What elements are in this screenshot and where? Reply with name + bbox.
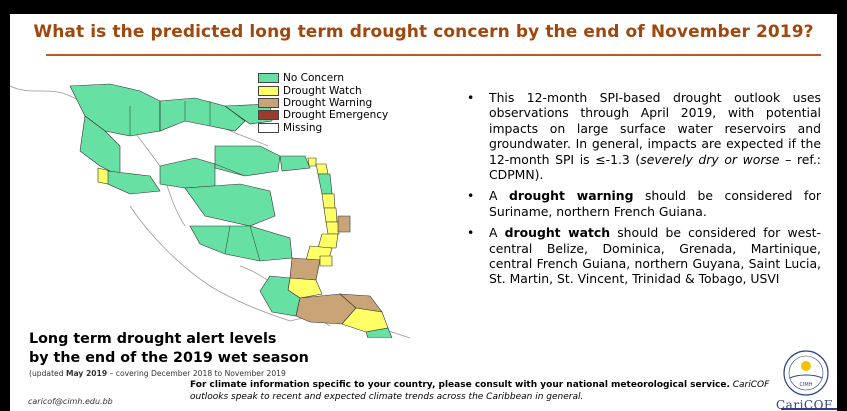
legend-label: Drought Watch: [283, 84, 362, 97]
region-pr: [279, 155, 311, 172]
legend-swatch: [258, 122, 279, 133]
region-st-martin: [315, 163, 329, 175]
region-central-carib: [184, 183, 276, 227]
region-martinique: [323, 207, 338, 223]
footer-disclaimer: For climate information specific to your…: [190, 380, 770, 402]
legend-swatch: [258, 110, 279, 121]
caption-line-2: by the end of the 2019 wet season: [29, 350, 309, 366]
region-trinidad: [289, 257, 321, 281]
region-tobago: [319, 255, 333, 267]
contact-email: caricof@cimh.edu.bb: [28, 397, 113, 406]
region-venezuela-coast: [189, 225, 293, 262]
legend-swatch: [258, 97, 279, 108]
region-fr-guiana-s: [365, 327, 393, 338]
region-usvi: [307, 157, 317, 167]
svg-text:CIMH: CIMH: [799, 382, 812, 388]
legend-label: No Concern: [283, 72, 345, 85]
map-legend: No Concern Drought Watch Drought Warning…: [258, 72, 388, 134]
legend-item-drought-watch: Drought Watch: [258, 84, 388, 97]
slide-title: What is the predicted long term drought …: [33, 22, 814, 42]
legend-label: Missing: [283, 121, 323, 134]
slide: What is the predicted long term drought …: [10, 14, 837, 411]
region-honduras: [107, 170, 161, 195]
legend-item-drought-emergency: Drought Emergency: [258, 109, 388, 121]
legend-swatch: [258, 73, 279, 84]
bullet-drought-warning: A drought warning should be considered f…: [465, 188, 821, 219]
title-divider: [46, 54, 821, 56]
bullet-spi-outlook: This 12-month SPI-based drought outlook …: [465, 90, 821, 182]
legend-item-missing: Missing: [258, 122, 388, 134]
region-st-vincent: [317, 233, 339, 249]
drought-map: [10, 83, 411, 338]
region-hispaniola: [214, 145, 281, 177]
outlook-bullets: This 12-month SPI-based drought outlook …: [465, 90, 821, 293]
region-barbados: [337, 215, 351, 233]
legend-label: Drought Warning: [283, 96, 373, 109]
legend-item-drought-warning: Drought Warning: [258, 97, 388, 109]
update-note: (updated May 2019 – covering December 20…: [29, 369, 286, 378]
region-leewards: [317, 173, 333, 195]
caption-line-1: Long term drought alert levels: [29, 331, 277, 347]
caricof-logo: CariCOF: [776, 398, 833, 411]
legend-item-no-concern: No Concern: [258, 72, 388, 84]
map-caption: Long term drought alert levels by the en…: [29, 330, 309, 368]
cimh-seal-icon: CIMH: [783, 350, 829, 396]
region-bahamas: [159, 97, 246, 132]
bullet-drought-watch: A drought watch should be considered for…: [465, 225, 821, 287]
region-cayman-jamaica: [159, 157, 216, 189]
legend-label: Drought Emergency: [283, 109, 389, 122]
region-dominica: [321, 193, 336, 209]
central-america-coast: [129, 205, 291, 322]
legend-swatch: [258, 85, 279, 96]
region-st-lucia: [325, 221, 340, 235]
logo-underline: [781, 408, 837, 410]
